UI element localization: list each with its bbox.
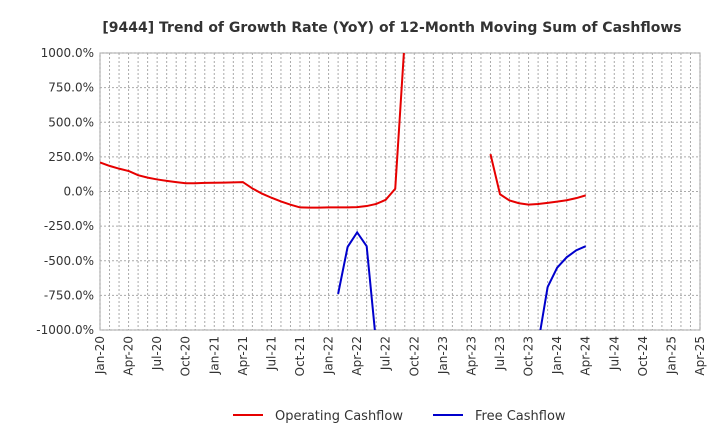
x-tick-label: Jan-24: [550, 336, 564, 375]
series-line-free-cashflow: [337, 230, 376, 330]
x-tick-label: Jul-21: [264, 336, 278, 371]
y-tick-label: 500.0%: [48, 115, 94, 129]
y-tick-label: 1000.0%: [41, 46, 94, 60]
x-tick-label: Apr-21: [236, 336, 250, 376]
x-tick-label: Oct-23: [522, 336, 536, 376]
y-gridlines: [100, 52, 700, 331]
y-tick-label: -250.0%: [44, 219, 94, 233]
chart-title: [9444] Trend of Growth Rate (YoY) of 12-…: [102, 20, 681, 36]
y-tick-label: 0.0%: [64, 185, 95, 199]
legend-label-operating-cashflow: Operating Cashflow: [275, 409, 403, 424]
x-tick-label: Jul-24: [607, 336, 621, 371]
plot-area: [99, 52, 701, 331]
y-axis-ticks: 1000.0% 750.0% 500.0% 250.0% 0.0% -250.0% -500…: [36, 46, 94, 337]
y-tick-label: 750.0%: [48, 81, 94, 95]
x-tick-label: Oct-24: [636, 336, 650, 376]
y-tick-label: 250.0%: [48, 150, 94, 164]
x-tick-label: Apr-24: [579, 336, 593, 376]
x-tick-label: Apr-22: [350, 336, 364, 376]
x-tick-label: Jan-21: [207, 336, 221, 375]
x-tick-label: Apr-23: [464, 336, 478, 376]
x-tick-label: Jul-23: [493, 336, 507, 371]
x-tick-label: Oct-21: [293, 336, 307, 376]
legend: Operating Cashflow Free Cashflow: [233, 409, 566, 424]
x-tick-label: Apr-25: [693, 336, 707, 376]
x-tick-label: Jan-22: [322, 336, 336, 375]
series-line-free-cashflow: [539, 245, 587, 330]
series-line-operating-cashflow: [100, 53, 405, 209]
x-tick-label: Jan-23: [436, 336, 450, 375]
x-tick-label: Oct-20: [179, 336, 193, 376]
y-tick-label: -750.0%: [44, 288, 94, 302]
y-tick-label: -1000.0%: [36, 323, 94, 337]
x-axis-ticks: Jan-20 Apr-20 Jul-20 Oct-20 Jan-21 Apr-21 Jul-…: [93, 336, 707, 376]
x-tick-label: Jan-25: [664, 336, 678, 375]
legend-label-free-cashflow: Free Cashflow: [475, 409, 566, 424]
x-tick-label: Jul-20: [150, 336, 164, 371]
x-tick-label: Jan-20: [93, 336, 107, 375]
x-tick-label: Apr-20: [122, 336, 136, 376]
series-line-operating-cashflow: [489, 153, 586, 206]
series-lines: [100, 53, 587, 330]
x-tick-label: Oct-22: [407, 336, 421, 376]
x-tick-label: Jul-22: [379, 336, 393, 371]
y-tick-label: -500.0%: [44, 254, 94, 268]
